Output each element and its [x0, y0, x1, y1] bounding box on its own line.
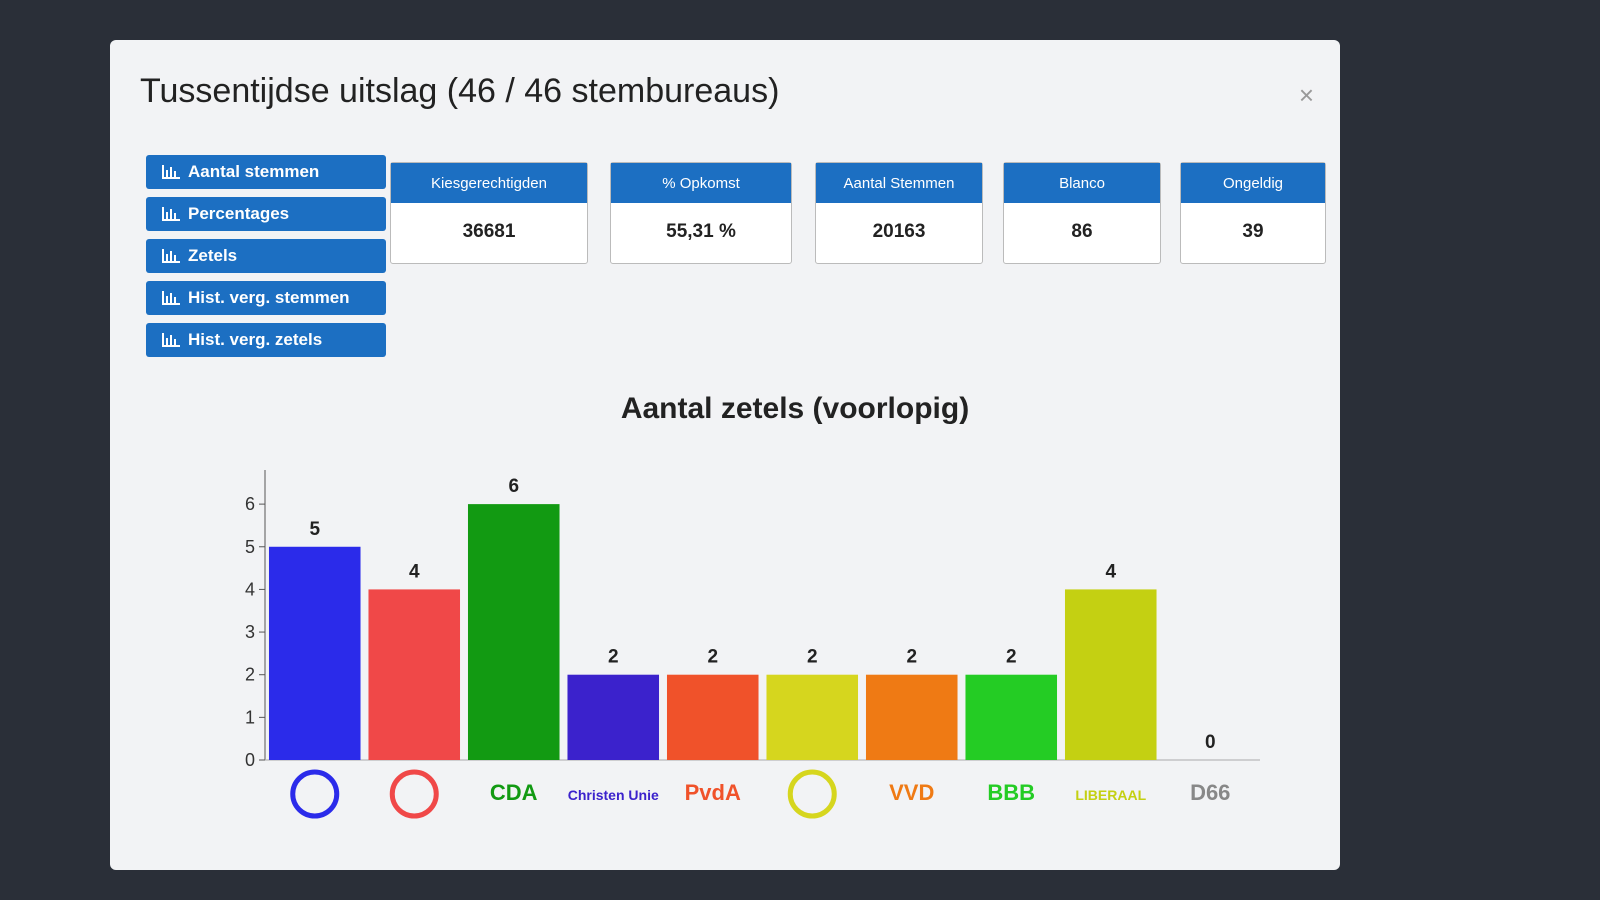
nav-button[interactable]: Hist. verg. stemmen [146, 281, 386, 315]
chart-icon [162, 333, 180, 347]
bar [766, 674, 859, 760]
stat-label-text: Blanco [1059, 174, 1105, 192]
nav-button-text: Hist. verg. zetels [188, 330, 323, 349]
nav-button-text: Percentages [188, 204, 290, 223]
stat-card: Kiesgerechtigden 36681 [390, 162, 588, 264]
bar [268, 546, 361, 760]
nav-button[interactable]: Aantal stemmen [146, 155, 386, 189]
party-logo-label: LIBERAAL [1075, 787, 1146, 803]
y-tick-label: 5 [245, 537, 255, 557]
bar [467, 504, 560, 760]
stat-value: 20163 [816, 221, 982, 243]
party-logo-label: VVD [889, 780, 934, 805]
chart-icon [162, 207, 180, 221]
stat-value: 36681 [391, 221, 587, 243]
stat-value-text: 39 [1242, 221, 1264, 242]
data-label: 2 [906, 647, 917, 668]
y-tick-label: 6 [245, 494, 255, 514]
bar [865, 674, 958, 760]
chart-icon [162, 249, 180, 263]
party-logo [290, 769, 340, 819]
y-tick-label: 4 [245, 579, 255, 599]
data-label: 4 [409, 561, 420, 582]
party-logo-label: BBB [987, 780, 1035, 805]
y-tick-label: 2 [245, 665, 255, 685]
nav-button-text: Zetels [188, 246, 238, 265]
stat-label: Ongeldig [1181, 163, 1325, 203]
nav-button[interactable]: Percentages [146, 197, 386, 231]
data-label: 4 [1105, 561, 1116, 582]
stat-label-text: Kiesgerechtigden [431, 174, 547, 192]
stat-value-text: 36681 [462, 221, 516, 242]
bar [1064, 589, 1157, 760]
stat-value-text: 20163 [872, 221, 926, 242]
party-logo [787, 769, 837, 819]
bar [567, 674, 660, 760]
y-tick-label: 0 [245, 750, 255, 770]
stat-card: Blanco 86 [1003, 162, 1161, 264]
stat-label-text: % Opkomst [662, 174, 740, 192]
data-label: 5 [309, 519, 320, 540]
data-label: 2 [608, 647, 619, 668]
stat-value: 55,31 % [611, 221, 791, 243]
party-logo-label: CDA [490, 780, 538, 805]
stat-label: Blanco [1004, 163, 1160, 203]
data-label: 2 [707, 647, 718, 668]
stat-card: % Opkomst 55,31 % [610, 162, 792, 264]
party-logo-label: D66 [1190, 780, 1230, 805]
nav-button-text: Aantal stemmen [188, 162, 320, 181]
chart-title: Aantal zetels (voorlopig) [621, 392, 969, 425]
stat-label-text: Ongeldig [1222, 174, 1284, 192]
modal-title: Tussentijdse uitslag (46 / 46 stembureau… [140, 72, 780, 110]
chart-icon [162, 165, 180, 179]
stat-value-text: 86 [1071, 221, 1093, 242]
party-logo-label: Christen Unie [568, 787, 659, 803]
chart-icon [162, 291, 180, 305]
y-tick-label: 1 [245, 707, 255, 727]
stat-label: % Opkomst [611, 163, 791, 203]
nav-button[interactable]: Zetels [146, 239, 386, 273]
party-logo-label: PvdA [685, 780, 741, 805]
data-label: 6 [508, 476, 519, 497]
stat-card: Aantal Stemmen 20163 [815, 162, 983, 264]
modal: Tussentijdse uitslag (46 / 46 stembureau… [110, 40, 1340, 870]
stat-label: Kiesgerechtigden [391, 163, 587, 203]
close-button[interactable]: × [1298, 80, 1314, 110]
nav-button-text: Hist. verg. stemmen [188, 288, 350, 307]
nav-button[interactable]: Hist. verg. zetels [146, 323, 386, 357]
bar [965, 674, 1058, 760]
chart: Aantal zetels (voorlopig) 0 1 2 3 4 5 6 5 4 6 CDA 2… [245, 392, 1260, 819]
data-label: 2 [807, 647, 818, 668]
data-label: 0 [1205, 732, 1216, 753]
stat-value-text: 55,31 % [666, 221, 736, 242]
y-tick-label: 3 [245, 622, 255, 642]
party-logo [389, 769, 439, 819]
stat-value: 39 [1181, 221, 1325, 243]
bar [666, 674, 759, 760]
stat-card: Ongeldig 39 [1180, 162, 1326, 264]
bar [368, 589, 461, 760]
data-label: 2 [1006, 647, 1017, 668]
stat-label: Aantal Stemmen [816, 163, 982, 203]
stat-value: 86 [1004, 221, 1160, 243]
stat-label-text: Aantal Stemmen [843, 174, 955, 192]
